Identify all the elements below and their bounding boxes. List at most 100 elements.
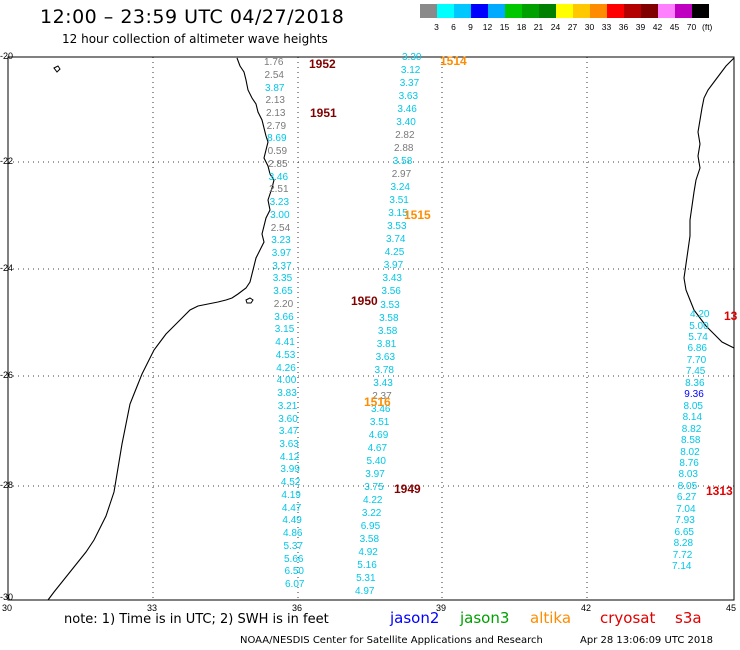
wave-height-value: 7.93 [675,515,695,527]
wave-height-value: 5.40 [366,455,386,467]
color-swatch [658,4,675,18]
wave-height-value: 6.07 [285,579,305,590]
wave-height-value: 6.27 [676,492,697,504]
wave-height-value: 3.15 [388,208,408,220]
wave-height-value: 7.04 [676,503,696,515]
satellite-legend-item: jason2 [390,609,440,627]
wave-height-value: 3.37 [272,260,292,272]
wave-height-value: 7.45 [685,366,706,378]
color-scale-label: 27 [567,22,578,32]
color-swatch [692,4,709,18]
wave-height-value: 3.15 [274,324,295,336]
wave-height-value: 5.00 [689,320,709,332]
longitude-label: 42 [581,603,592,613]
wave-height-value: 4.19 [281,489,301,501]
latitude-label: -26 [0,370,14,380]
pass-number-label: 1949 [394,482,421,496]
wave-height-value: 3.46 [371,403,391,415]
color-swatch [488,4,505,18]
wave-height-value: 5.66 [284,553,304,565]
wave-height-value: 8.14 [682,412,703,424]
wave-height-value: 4.97 [355,586,375,597]
wave-height-value: 3.58 [377,325,398,337]
wave-height-value: 3.30 [402,52,422,63]
wave-height-value: 4.92 [358,546,378,558]
color-scale-label: 45 [669,22,680,32]
wave-height-value: 3.23 [271,235,291,247]
color-scale-label: 70 [686,22,697,32]
wave-height-value: 3.58 [392,156,413,168]
wave-height-value: 7.14 [672,561,692,572]
wave-height-value: 7.72 [672,549,693,561]
pass-number-label: 1514 [440,54,467,68]
satellite-legend-item: jason3 [460,609,510,627]
color-scale-label: 42 [652,22,663,32]
wave-height-value: 4.49 [282,515,302,527]
color-swatch [454,4,471,18]
wave-height-value: 5.74 [688,331,708,343]
wave-height-value: 3.56 [381,286,401,298]
wave-height-value: 3.60 [278,413,298,425]
wave-height-value: 2.13 [266,107,286,119]
wave-height-value: 3.97 [383,260,404,272]
pass-number-label: 1516 [364,395,391,409]
wave-height-value: 8.05 [683,400,703,412]
wave-height-value: 3.66 [274,311,294,323]
satellite-legend-item: altika [530,609,572,627]
wave-height-value: 8.03 [678,469,698,481]
wave-height-value: 3.21 [277,400,298,412]
wave-height-value: 3.99 [280,464,300,476]
wave-height-value: 3.53 [387,221,407,233]
wave-height-value: 3.12 [400,65,421,76]
wave-height-value: 5.31 [356,573,376,584]
wave-height-value: 3.87 [265,82,285,94]
generated-timestamp: Apr 28 13:06:09 UTC 2018 [580,635,713,646]
longitude-label: 36 [292,603,303,613]
island-outline [53,65,61,73]
latitude-label: -20 [0,51,14,61]
pass-number-label: 1515 [404,208,431,222]
pass-number-label: 13 [724,309,738,323]
wave-height-value: 5.37 [283,540,303,552]
wave-height-value: 3.37 [399,78,420,89]
wave-height-value: 3.53 [380,299,400,311]
map-title: 12:00 – 23:59 UTC 04/27/2018 [40,6,345,28]
latitude-label: -30 [0,592,14,602]
wave-height-value: 2.37 [372,390,392,402]
color-scale-label: 15 [499,22,510,32]
wave-height-value: 4.22 [363,494,383,506]
map-subtitle: 12 hour collection of altimeter wave hei… [62,32,328,46]
wave-height-value: 1.76 [264,57,284,68]
wave-height-value: 4.67 [367,442,388,454]
wave-height-value: 3.58 [379,312,399,324]
wave-height-value: 4.20 [690,309,710,320]
wave-height-value: 2.51 [269,184,289,196]
color-swatch [522,4,539,18]
color-swatch [607,4,624,18]
wave-height-value: 3.63 [279,439,299,450]
color-scale-label: 3 [434,22,439,32]
wave-height-value: 3.63 [375,351,396,363]
wave-height-value: 2.54 [270,222,291,234]
africa-coastline [47,57,275,601]
color-swatch [641,4,658,18]
wave-height-value: 3.46 [397,104,417,116]
lat-lon-grid [8,57,734,600]
pass-number-label: 1951 [310,106,337,120]
color-swatch [556,4,573,18]
wave-height-value: 3.97 [365,468,385,480]
wave-height-value: 2.97 [391,169,412,181]
wave-height-value: 3.43 [373,377,393,389]
wave-height-value: 3.83 [277,388,297,399]
wave-height-value: 3.22 [361,507,382,519]
wave-height-value: 4.41 [275,337,295,349]
wave-height-value: 4.53 [275,349,296,361]
color-scale-label: 12 [482,22,493,32]
wave-height-value: 8.82 [681,423,702,435]
wave-height-value: 6.95 [360,520,381,532]
wave-height-value: 8.36 [685,377,705,389]
wave-height-value: 6.86 [687,343,707,355]
wave-height-value: 3.58 [359,533,380,545]
wave-height-value: 3.81 [376,338,397,350]
longitude-label: 39 [436,603,447,613]
